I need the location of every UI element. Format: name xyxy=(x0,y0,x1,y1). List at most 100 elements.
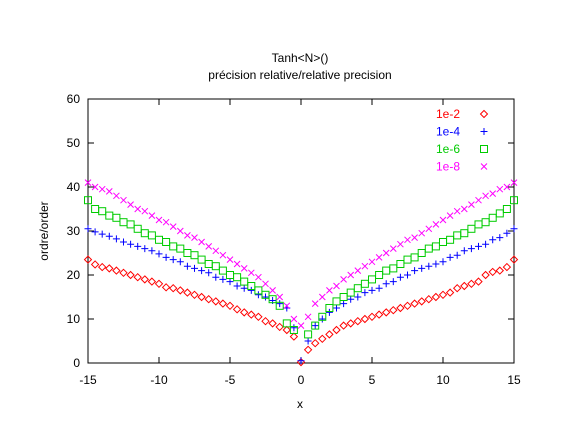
legend-marker xyxy=(480,145,488,153)
data-point xyxy=(162,218,170,226)
data-point xyxy=(283,302,291,310)
data-point xyxy=(289,326,298,334)
data-point xyxy=(417,297,426,306)
legend-label: 1e-4 xyxy=(436,125,460,139)
data-point xyxy=(424,294,434,304)
data-point xyxy=(112,213,121,222)
series-1e-4 xyxy=(84,225,518,365)
y-axis-label: ordre/order xyxy=(37,201,51,260)
data-point xyxy=(318,334,327,344)
data-point xyxy=(418,229,426,237)
data-point xyxy=(282,325,292,335)
data-point xyxy=(247,310,256,319)
data-point xyxy=(510,196,518,205)
data-point xyxy=(261,316,270,326)
data-point xyxy=(261,290,270,299)
data-point xyxy=(183,249,192,257)
data-point xyxy=(482,240,490,248)
data-point xyxy=(460,229,469,238)
data-point xyxy=(360,279,369,288)
data-point xyxy=(134,205,142,213)
data-point xyxy=(482,192,489,200)
chart-subtitle: précision relative/relative precision xyxy=(208,68,391,82)
data-point xyxy=(346,288,355,297)
data-point xyxy=(347,271,355,279)
data-point xyxy=(276,300,284,308)
data-point xyxy=(347,295,355,303)
data-point xyxy=(453,231,462,240)
data-point xyxy=(219,251,227,259)
data-point xyxy=(191,234,198,241)
data-point xyxy=(326,287,333,294)
data-point xyxy=(197,292,206,302)
data-point xyxy=(311,322,319,330)
data-point xyxy=(190,290,199,300)
data-point xyxy=(141,207,149,215)
data-point xyxy=(339,321,348,330)
data-point xyxy=(333,304,340,312)
data-point xyxy=(198,267,206,275)
data-point xyxy=(289,332,299,341)
data-point xyxy=(211,262,220,271)
data-point xyxy=(233,282,241,290)
data-point xyxy=(176,258,184,266)
data-point xyxy=(502,262,512,272)
data-point xyxy=(269,287,276,294)
y-tick-label: 60 xyxy=(67,92,81,106)
data-point xyxy=(468,201,475,208)
data-point xyxy=(84,196,92,205)
data-point xyxy=(410,253,419,262)
data-point xyxy=(445,288,455,297)
data-point xyxy=(205,243,213,250)
data-point xyxy=(268,319,277,328)
data-point xyxy=(389,264,398,273)
legend-label: 1e-6 xyxy=(436,142,460,156)
data-point xyxy=(389,305,398,315)
data-point xyxy=(340,276,347,283)
data-point xyxy=(495,209,504,218)
x-axis-label: x xyxy=(297,397,303,411)
data-point xyxy=(446,212,454,219)
data-point xyxy=(474,277,483,286)
data-point xyxy=(169,223,177,230)
data-point xyxy=(212,247,220,255)
data-point xyxy=(148,247,156,255)
data-point xyxy=(339,293,348,301)
data-point xyxy=(510,225,518,233)
data-point xyxy=(240,284,248,292)
data-point xyxy=(290,315,298,323)
data-point xyxy=(126,220,135,229)
data-point xyxy=(496,234,504,242)
data-point xyxy=(353,316,363,326)
data-point xyxy=(141,245,149,253)
data-points xyxy=(83,179,519,367)
data-point xyxy=(467,245,475,253)
data-point xyxy=(198,238,205,246)
data-point xyxy=(382,280,390,288)
data-point xyxy=(382,249,390,257)
data-point xyxy=(218,266,227,275)
data-point xyxy=(431,242,440,251)
data-point xyxy=(282,319,291,328)
data-point xyxy=(475,196,482,204)
data-point xyxy=(254,291,262,299)
y-tick-label: 40 xyxy=(67,180,81,194)
data-point xyxy=(297,322,305,329)
data-point xyxy=(404,271,411,279)
data-point xyxy=(148,212,156,219)
series-1e-2 xyxy=(83,255,519,367)
legend-marker xyxy=(479,109,489,119)
data-point xyxy=(325,308,333,316)
data-point xyxy=(411,267,419,275)
data-point xyxy=(97,262,107,272)
data-point xyxy=(112,266,121,275)
data-point xyxy=(304,313,312,321)
data-point xyxy=(276,293,284,301)
data-point xyxy=(318,312,327,321)
data-point xyxy=(333,282,340,290)
data-point xyxy=(290,324,298,332)
data-point xyxy=(98,207,107,216)
data-point xyxy=(204,294,213,304)
data-point xyxy=(205,269,213,277)
data-point xyxy=(346,319,355,328)
